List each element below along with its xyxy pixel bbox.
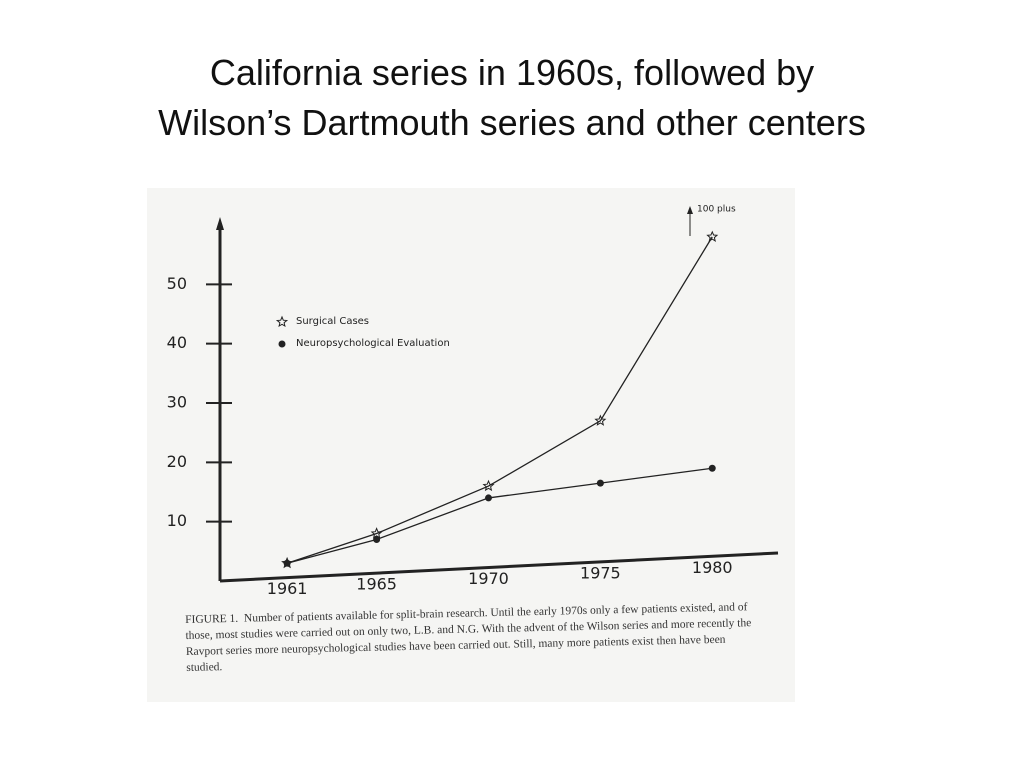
data-point (596, 479, 604, 487)
x-tick-label: 1980 (692, 558, 733, 577)
series-line (286, 236, 713, 564)
legend-marker (275, 315, 289, 328)
y-tick-label: 40 (167, 333, 187, 352)
legend-label: Neuropsychological Evaluation (296, 338, 450, 349)
x-axis (219, 551, 779, 583)
data-point (373, 535, 381, 543)
y-axis-arrow (216, 217, 224, 230)
x-tick-label: 1975 (580, 563, 621, 582)
data-point (370, 527, 383, 539)
caption-label: FIGURE 1. (185, 612, 239, 626)
x-tick-label: 1961 (267, 579, 308, 598)
y-tick-label: 20 (167, 452, 187, 471)
scanned-figure (147, 188, 795, 702)
series-line (286, 467, 713, 564)
data-point (485, 494, 492, 502)
slide-title: California series in 1960s, followed by … (0, 48, 1024, 148)
y-tick-label: 10 (167, 511, 187, 530)
data-point (283, 559, 291, 567)
y-tick-label: 50 (167, 274, 187, 293)
x-tick-label: 1965 (356, 575, 397, 594)
legend-label: Surgical Cases (296, 316, 369, 327)
caption: FIGURE 1. Number of patients available f… (185, 599, 761, 676)
title-line: California series in 1960s, followed by (209, 52, 815, 93)
title-line: Wilson’s Dartmouth series and other cent… (158, 102, 866, 143)
annotation-arrowhead (687, 206, 693, 214)
data-point (594, 414, 607, 426)
data-point (482, 479, 495, 492)
annotation: 100 plus (697, 205, 736, 215)
data-point (708, 464, 716, 472)
x-tick-label: 1970 (468, 569, 509, 588)
data-point (706, 230, 719, 242)
legend-marker (278, 340, 286, 348)
y-tick-label: 30 (167, 393, 187, 412)
caption-text: Number of patients available for split-b… (185, 601, 752, 674)
